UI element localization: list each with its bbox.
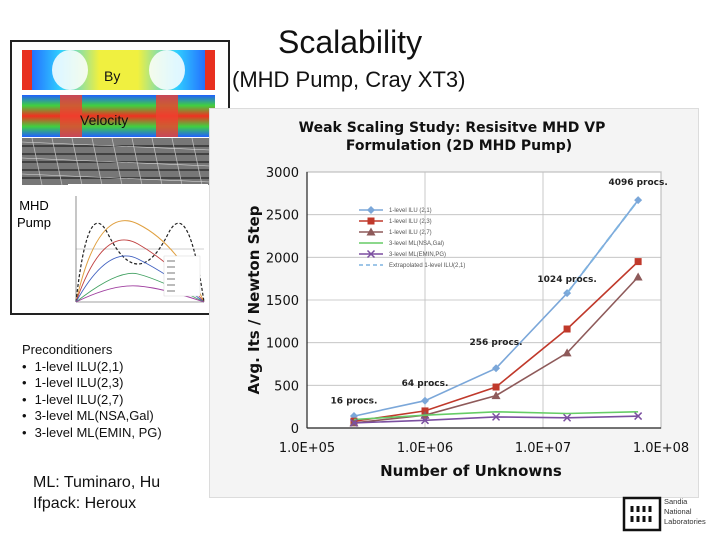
logo-line2: National [664, 507, 692, 516]
velocity-profile-plot [68, 184, 208, 312]
preconditioners-block: Preconditioners 1-level ILU(2,1) 1-level… [22, 342, 162, 441]
processor-count-label: 16 procs. [331, 396, 378, 406]
series-point [563, 325, 571, 333]
y-axis-label: Avg. Its / Newton Step [245, 205, 263, 394]
credit-ml: ML: Tuminaro, Hu [33, 474, 161, 491]
series-point [366, 249, 376, 259]
series-point [491, 391, 501, 400]
y-tick-label: 2500 [266, 209, 299, 224]
legend-entry: Extrapolated 1-level ILU(2,1) [389, 263, 465, 269]
series-point [633, 272, 643, 281]
series-point [366, 227, 376, 236]
series-point [634, 196, 643, 205]
series-point [492, 383, 500, 391]
list-item: 1-level ILU(2,1) [22, 359, 162, 376]
x-tick-label: 1.0E+06 [397, 441, 453, 456]
list-item: 1-level ILU(2,7) [22, 392, 162, 409]
mesh-image [22, 138, 210, 185]
slide-subtitle: (MHD Pump, Cray XT3) [232, 67, 466, 92]
x-tick-label: 1.0E+08 [633, 441, 689, 456]
list-item: 3-level ML(EMIN, PG) [22, 425, 162, 442]
slide-title: Scalability [278, 24, 423, 60]
sandia-logo [622, 496, 662, 532]
weak-scaling-chart: Weak Scaling Study: Resisitve MHD VP For… [245, 120, 689, 480]
series-point [562, 348, 572, 357]
list-item: 3-level ML(NSA,Gal) [22, 408, 162, 425]
chart-title-line1: Weak Scaling Study: Resisitve MHD VP [299, 120, 606, 136]
logo-line1: Sandia [664, 497, 688, 506]
legend-entry: 3-level ML(EMIN,PG) [389, 252, 446, 258]
preconditioners-heading: Preconditioners [22, 342, 113, 357]
legend-entry: 1-level ILU (2,7) [389, 230, 432, 236]
series-point [349, 418, 358, 427]
list-item: 1-level ILU(2,3) [22, 375, 162, 392]
x-tick-label: 1.0E+05 [279, 441, 335, 456]
plot-area: 0 500 1000 1500 2000 2500 3000 1.0E+05 1.0E+06 1.… [266, 166, 689, 456]
x-tick-label: 1.0E+07 [515, 441, 571, 456]
series-point [420, 416, 430, 425]
processor-count-label: 64 procs. [402, 379, 449, 389]
series-point [421, 396, 429, 405]
processor-count-label: 4096 procs. [608, 178, 667, 188]
velocity-field-image [22, 95, 215, 137]
velocity-label: Velocity [80, 112, 129, 128]
series-point [492, 364, 501, 373]
x-axis-label: Number of Unknowns [380, 462, 562, 480]
y-tick-label: 1500 [266, 294, 299, 309]
mhd-pump-label: MHD Pump [17, 198, 51, 230]
logo-line3: Laboratories [664, 517, 706, 526]
legend-entry: 3-level ML(NSA,Gal) [389, 241, 444, 247]
y-tick-label: 1000 [266, 337, 299, 352]
by-label: By [104, 68, 121, 84]
sandia-logo-text: Sandia National Laboratories [664, 497, 706, 527]
series-point [367, 206, 375, 214]
series-line [353, 410, 639, 421]
y-tick-label: 2000 [266, 251, 299, 266]
y-tick-label: 3000 [266, 166, 299, 181]
legend-entry: 1-level ILU (2,1) [389, 208, 432, 214]
series-point [563, 413, 572, 422]
series-point [634, 412, 643, 421]
processor-count-label: 256 procs. [469, 338, 522, 348]
by-field-image [22, 50, 215, 90]
legend-entry: 1-level ILU (2,3) [389, 219, 432, 225]
preconditioners-list: 1-level ILU(2,1) 1-level ILU(2,3) 1-leve… [22, 359, 162, 442]
series-line [566, 199, 639, 294]
y-tick-label: 500 [274, 379, 299, 394]
series-point [367, 217, 375, 225]
series-point [492, 412, 501, 421]
credits-block: ML: Tuminaro, Hu Ifpack: Heroux [33, 472, 160, 514]
credit-ifpack: Ifpack: Heroux [33, 495, 137, 512]
series-point [634, 258, 642, 266]
chart-title-line2: Formulation (2D MHD Pump) [346, 138, 572, 154]
processor-count-label: 1024 procs. [537, 275, 596, 285]
y-tick-label: 0 [291, 422, 299, 437]
